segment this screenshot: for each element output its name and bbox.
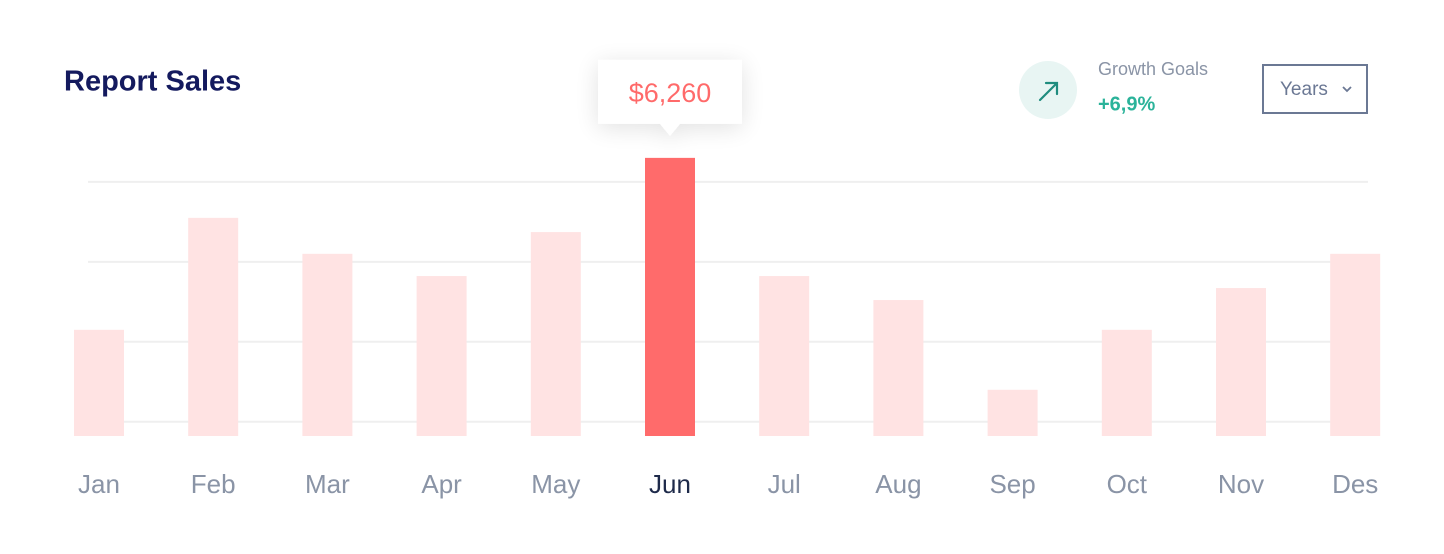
dropdown-text[interactable]: Years	[1280, 79, 1328, 100]
plot: Jan Feb Mar Apr May Jun $6,260 Jul Aug Sep Oct Nov D…	[74, 59, 1381, 499]
tooltip: $6,260	[598, 59, 742, 136]
tooltip-box	[598, 59, 742, 136]
growth-icon	[1019, 61, 1077, 119]
bar	[1216, 288, 1266, 436]
bar	[416, 276, 467, 436]
bar	[74, 329, 124, 436]
dropdown-chevron[interactable]	[1342, 86, 1352, 93]
x-tick-label: Nov	[1218, 469, 1264, 499]
period-dropdown[interactable]: Years	[1262, 64, 1368, 114]
x-tick-label: May	[531, 469, 580, 499]
x-tick-label: Feb	[191, 469, 236, 499]
x-tick-label: Aug	[875, 469, 921, 499]
bar	[987, 389, 1038, 436]
growth-value: +6,9%	[1098, 93, 1155, 115]
growth-label: Growth Goals	[1098, 59, 1208, 79]
bar	[873, 300, 924, 436]
bar	[1101, 329, 1152, 436]
bar	[530, 232, 581, 436]
bar	[188, 217, 239, 436]
x-tick-label: Oct	[1107, 469, 1148, 499]
bar	[645, 157, 695, 436]
x-tick-label: Mar	[305, 469, 350, 499]
bar	[759, 276, 810, 436]
x-tick-label: Sep	[989, 469, 1035, 499]
x-tick-label: Jan	[78, 469, 120, 499]
x-tick-label: Jun	[649, 469, 691, 499]
growth-arrow	[1038, 81, 1059, 102]
tooltip-value: $6,260	[629, 78, 712, 108]
x-tick-label: Jul	[768, 469, 801, 499]
bar	[1330, 253, 1381, 436]
chart-title: Report Sales	[64, 66, 241, 98]
x-tick-label: Des	[1332, 469, 1378, 499]
bar	[302, 253, 353, 436]
x-tick-label: Apr	[421, 469, 462, 499]
